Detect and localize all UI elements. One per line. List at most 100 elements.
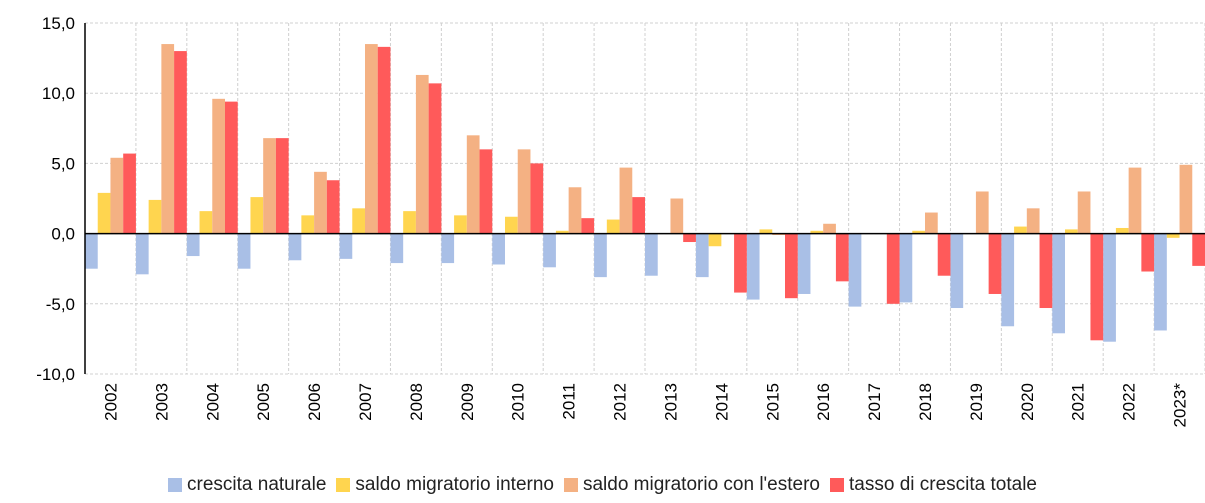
bar: [110, 157, 124, 234]
chart: -10,0 -5,0 0,0 5,0 10,0 15,0 2002 2003 2004 2005 2…: [36, 14, 1205, 428]
bar: [326, 180, 340, 234]
bar: [937, 233, 951, 276]
bar: [301, 215, 315, 234]
bar: [683, 233, 696, 243]
bar: [530, 163, 544, 234]
bar: [148, 199, 162, 234]
bar: [899, 233, 913, 303]
x-tick-label: 2009: [458, 383, 477, 421]
bar: [161, 44, 175, 234]
bar: [377, 46, 391, 234]
x-tick-label: 2010: [509, 383, 528, 421]
bar: [1154, 233, 1167, 331]
bar: [543, 233, 556, 268]
bar: [619, 167, 633, 234]
bar: [454, 215, 467, 234]
bar: [1166, 233, 1180, 238]
bar: [1014, 226, 1027, 234]
legend-label: saldo migratorio interno: [355, 474, 554, 495]
bar: [314, 171, 327, 234]
bar: [950, 233, 964, 309]
bar: [199, 211, 213, 234]
bar: [237, 233, 251, 269]
bar: [403, 211, 416, 234]
bar: [1026, 208, 1040, 234]
bar: [135, 233, 149, 275]
legend: crescita naturale saldo migratorio intern…: [0, 474, 1205, 496]
bar: [848, 233, 862, 307]
bar: [428, 83, 442, 234]
x-tick-label: 2004: [203, 383, 222, 421]
bar: [1141, 233, 1155, 272]
y-tick-label: -5,0: [46, 295, 75, 314]
bar: [441, 233, 455, 264]
legend-label: crescita naturale: [187, 474, 327, 495]
legend-item: saldo migratorio con l'estero: [563, 474, 820, 496]
bar: [492, 233, 505, 265]
bar: [250, 197, 264, 234]
y-tick-label: 0,0: [51, 225, 75, 244]
bar: [632, 197, 645, 234]
bar: [415, 74, 429, 234]
bar: [1039, 233, 1053, 309]
legend-swatch: [336, 478, 351, 492]
legend-label: tasso di crescita totale: [849, 474, 1037, 495]
bar: [581, 218, 595, 234]
bar: [670, 198, 684, 234]
x-tick-label: 2019: [967, 383, 986, 421]
x-tick-label: 2002: [101, 383, 120, 421]
bar: [785, 233, 798, 299]
bar: [186, 233, 200, 257]
bar: [746, 233, 760, 300]
y-tick-label: 15,0: [42, 14, 75, 33]
bar: [568, 187, 582, 234]
x-tick-label: 2020: [1018, 383, 1037, 421]
bar: [1077, 191, 1091, 234]
x-tick-label: 2023*: [1171, 383, 1190, 428]
legend-item: saldo migratorio interno: [336, 474, 554, 496]
x-tick-label: 2011: [560, 383, 579, 420]
x-tick-label: 2017: [865, 383, 884, 421]
bar: [695, 233, 709, 278]
bar: [466, 135, 480, 234]
y-tick-label: -10,0: [36, 365, 75, 384]
bar: [759, 229, 773, 234]
bar: [288, 233, 302, 261]
bar: [708, 233, 722, 247]
bar: [123, 153, 136, 234]
x-tick-label: 2012: [611, 383, 630, 421]
x-tick-label: 2014: [712, 383, 731, 421]
bar: [1179, 164, 1193, 234]
bar: [886, 233, 900, 304]
bar: [594, 233, 607, 278]
x-tick-label: 2006: [305, 383, 324, 421]
bar: [479, 149, 493, 234]
bar: [390, 233, 404, 264]
bar: [823, 223, 836, 234]
x-tick-label: 2008: [407, 383, 426, 421]
x-tick-label: 2003: [152, 383, 171, 421]
x-tick-label: 2015: [763, 383, 782, 421]
bar: [734, 233, 747, 293]
bar: [1115, 227, 1129, 234]
legend-item: tasso di crescita totale: [830, 474, 1037, 496]
x-tick-label: 2022: [1120, 383, 1139, 421]
bar: [925, 212, 938, 234]
bar: [975, 191, 989, 234]
bar: [1065, 229, 1078, 234]
x-tick-label: 2021: [1069, 383, 1088, 421]
bar: [263, 138, 276, 234]
bar: [912, 230, 925, 234]
bar: [1103, 233, 1116, 342]
bar: [810, 230, 824, 234]
x-tick-label: 2016: [814, 383, 833, 421]
legend-swatch: [830, 478, 844, 492]
legend-swatch: [168, 478, 183, 492]
bar: [505, 216, 518, 234]
bar: [797, 233, 811, 294]
x-tick-label: 2005: [254, 383, 273, 421]
bar: [1052, 233, 1065, 334]
legend-swatch: [563, 478, 578, 492]
legend-label: saldo migratorio con l'estero: [582, 474, 820, 495]
